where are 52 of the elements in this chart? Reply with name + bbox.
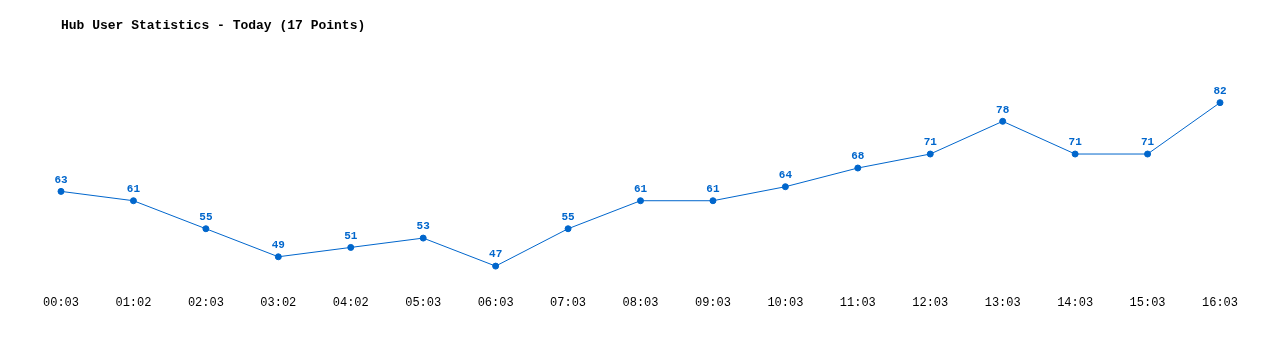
data-label: 64 <box>778 168 793 181</box>
data-label: 49 <box>271 239 285 252</box>
x-tick-label: 01:02 <box>115 295 152 310</box>
data-label: 61 <box>633 182 648 195</box>
data-label: 71 <box>1140 136 1155 149</box>
x-tick-label: 00:03 <box>42 295 80 310</box>
point <box>564 225 572 233</box>
x-tick-label: 15:03 <box>1129 295 1166 310</box>
point <box>1216 99 1224 107</box>
x-tick-label: 08:03 <box>622 295 659 310</box>
point <box>274 253 282 261</box>
data-label: 68 <box>851 150 865 163</box>
point <box>347 243 355 251</box>
point <box>637 197 644 205</box>
data-label: 61 <box>126 182 141 195</box>
point <box>1144 150 1152 158</box>
data-label: 61 <box>706 182 720 195</box>
point <box>709 197 717 205</box>
x-tick-label: 11:03 <box>839 295 876 310</box>
data-label: 78 <box>996 103 1010 116</box>
data-label: 71 <box>1068 136 1083 149</box>
data-label: 51 <box>344 229 358 242</box>
x-tick-label: 05:03 <box>405 295 442 310</box>
point <box>419 234 427 242</box>
x-tick-label: 03:02 <box>260 295 297 310</box>
x-tick-label: 07:03 <box>550 295 587 310</box>
x-tick-label: 10:03 <box>767 295 804 310</box>
x-tick-label: 06:03 <box>477 295 514 310</box>
point <box>781 183 789 191</box>
x-tick-label: 09:03 <box>694 295 731 310</box>
data-label: 55 <box>561 211 576 224</box>
point <box>854 164 862 172</box>
point <box>57 187 65 195</box>
x-tick-label: 12:03 <box>912 295 949 310</box>
x-tick-label: 02:03 <box>187 295 224 310</box>
x-tick-label: 04:02 <box>332 295 369 310</box>
data-label: 82 <box>1213 84 1227 97</box>
point <box>129 197 137 205</box>
x-tick-label: 13:03 <box>984 295 1021 310</box>
point <box>1071 150 1079 158</box>
data-label: 47 <box>489 248 503 261</box>
data-label: 53 <box>416 220 431 233</box>
point <box>926 150 934 158</box>
data-label: 55 <box>199 211 213 224</box>
point <box>999 117 1007 125</box>
x-tick-label: 14:03 <box>1057 295 1094 310</box>
x-tick-label: 16:03 <box>1201 295 1239 310</box>
chart-title: Hub User Statistics - Today (17 Points) <box>61 18 366 34</box>
data-label: 63 <box>54 173 68 186</box>
point <box>492 262 500 270</box>
point <box>202 225 210 233</box>
data-label: 71 <box>923 136 938 149</box>
